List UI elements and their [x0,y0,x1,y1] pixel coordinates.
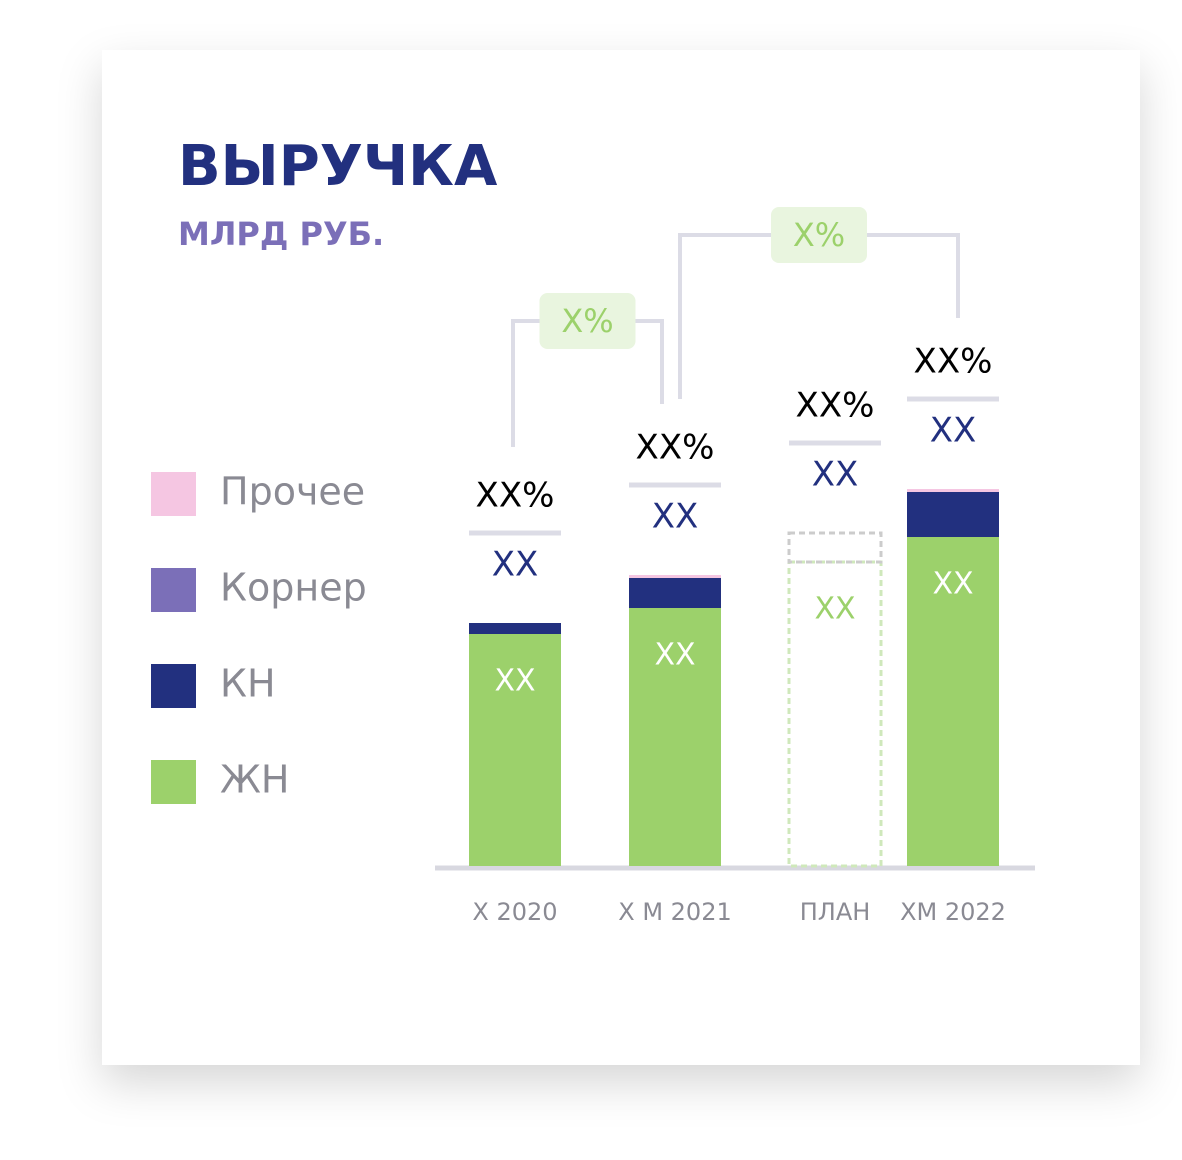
bar-segment [629,575,721,578]
legend-swatch [151,472,196,516]
legend-label: Корнер [220,566,367,610]
bracket-label-box [771,207,867,263]
bar-segment [629,578,721,608]
x-tick-label: ХМ 2022 [900,898,1006,926]
legend-label: КН [220,662,276,706]
chart-subtitle: МЛРД РУБ. [178,215,384,253]
chart-title: ВЫРУЧКА [178,134,498,199]
bar-segment [629,608,721,866]
share-label: XX% [476,476,555,516]
bracket-label: X% [561,302,613,340]
bar-value-label: XX [814,592,855,627]
bracket-label-box [539,293,636,349]
legend-swatch [151,568,196,612]
legend-swatch [151,664,196,708]
legend-label: ЖН [220,758,290,802]
legend-swatch [151,760,196,804]
bar-value-label: XX [654,638,695,673]
total-label: XX [930,411,977,451]
bar-value-label: XX [932,567,973,602]
x-tick-label: Х 2020 [472,898,557,926]
legend-label: Прочее [220,470,365,514]
bar-segment [787,560,883,868]
share-label: XX% [636,428,715,468]
bar-segment [907,489,999,492]
bar-segment [469,634,561,866]
bar-segment [787,531,883,564]
bar-value-label: XX [494,664,535,699]
x-tick-label: ПЛАН [800,898,871,926]
bar-segment [469,623,561,634]
total-label: XX [492,545,539,585]
bar-segment [907,492,999,537]
total-label: XX [652,497,699,537]
bar-segment [907,537,999,866]
share-label: XX% [796,386,875,426]
bracket-label: X% [793,216,845,254]
x-tick-label: Х М 2021 [618,898,731,926]
total-label: XX [812,455,859,495]
share-label: XX% [914,342,993,382]
